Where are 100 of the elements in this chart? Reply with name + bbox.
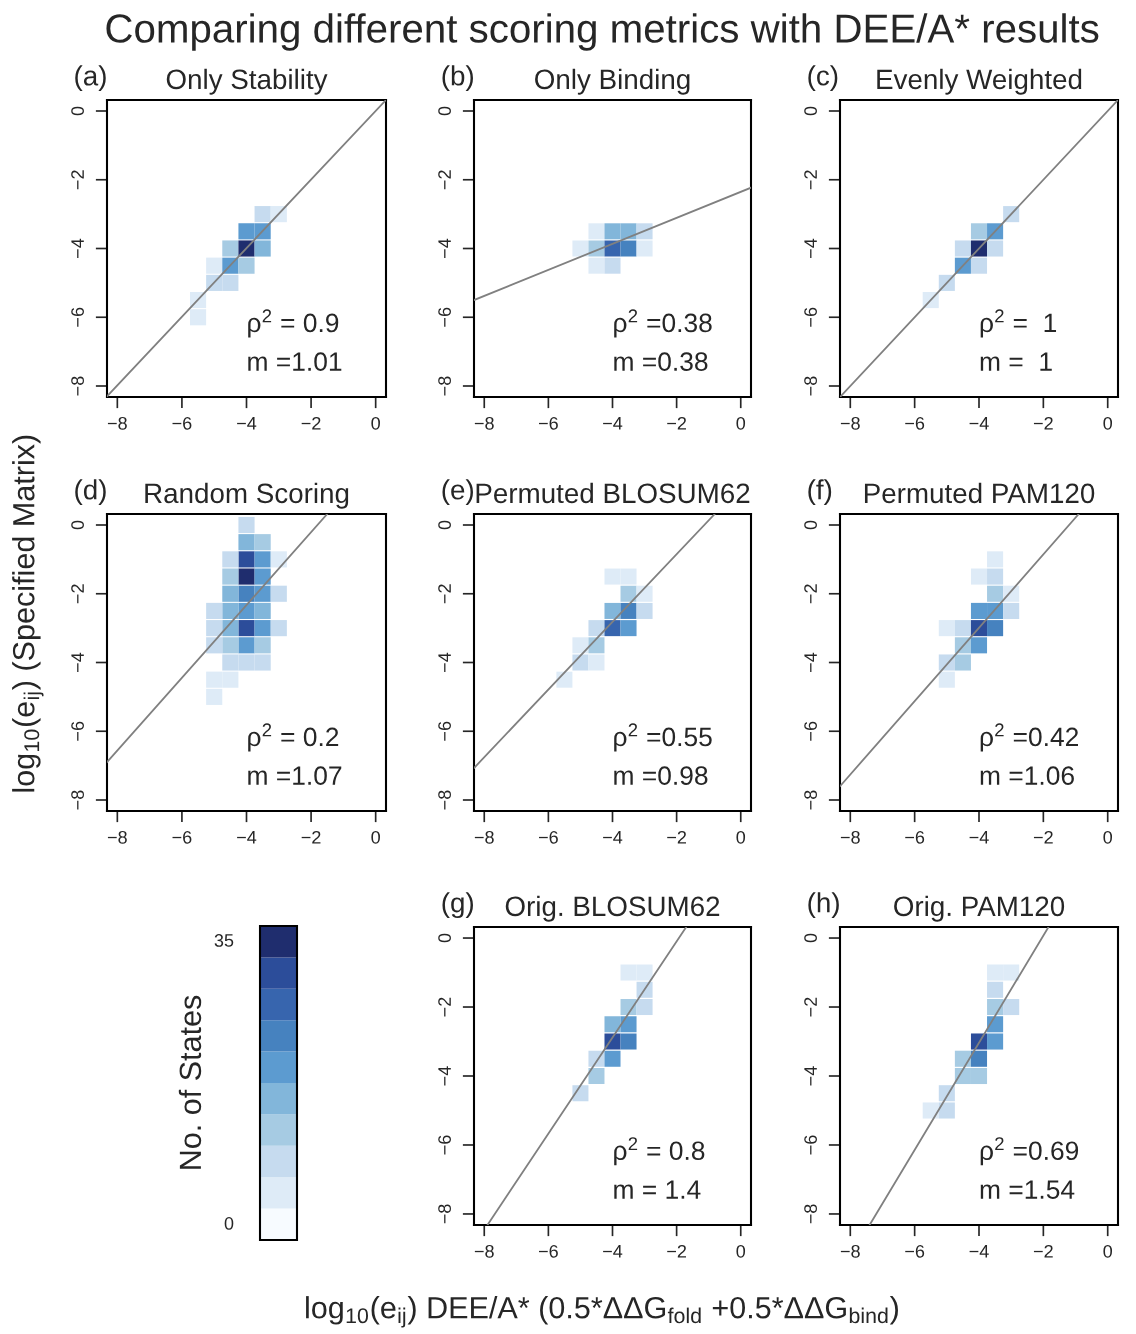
point [987,1033,1004,1050]
y-tick-label: 0 [438,933,451,943]
point [238,551,255,568]
x-tick-label: −6 [538,416,558,430]
point [620,1033,637,1050]
point [954,240,971,257]
y-tick-label: −8 [438,376,451,396]
annotation: ρ$^{2}$ = 0.9 [248,309,339,338]
y-tick-label: −8 [804,376,817,396]
y-tick-label: −2 [438,584,451,604]
text: (c) [808,65,838,92]
text: (f) [808,479,832,506]
x-tick-label: 0 [1103,1244,1113,1258]
point [254,240,271,257]
x-tick-label: 0 [736,1244,746,1258]
point [238,516,255,534]
point [588,1067,605,1085]
x-tick-label: −8 [474,416,494,430]
y-tick-label: 0 [438,106,451,116]
chart-title: Permuted PAM120 [864,482,1095,504]
x-tick-label: −2 [301,416,321,430]
point [572,654,589,671]
x-tick-label: −2 [1033,830,1053,844]
annotation: m =1.54 [980,1180,1075,1199]
y-tick-label: 0 [71,106,84,116]
point [222,602,239,620]
point [620,620,637,637]
point [987,568,1004,585]
point [222,274,239,291]
x-tick-label: −4 [237,417,257,430]
annotation: m =0.38 [614,352,708,371]
y-tick-label: −4 [438,652,451,672]
text: log$_{10}$(e$_{ij}$) DEE/A* (0.5*ΔΔG$_{fold}$ +0.5*ΔΔG$_{bind}$) [306,1296,898,1328]
x-tick-label: −6 [538,830,558,844]
y-tick-label: −4 [804,1066,817,1086]
point [987,240,1004,257]
x-tick-label: −6 [905,416,925,430]
point [189,309,207,326]
x-tick-label: −2 [667,830,687,844]
annotation: ρ$^{2}$ =0.42 [980,723,1078,752]
y-tick-label: −6 [71,721,84,741]
point [620,1016,637,1033]
y-tick-label: −6 [71,307,84,327]
point [270,585,287,602]
y-tick-label: −4 [438,238,451,258]
point [970,637,988,654]
point [970,1050,988,1067]
point [254,206,271,223]
point [604,1050,621,1067]
point [1003,964,1020,981]
y-tick-label: −6 [804,1135,817,1155]
point [572,240,589,257]
point [222,671,239,688]
point [206,620,223,637]
y-tick-label: 0 [804,933,817,943]
x-tick-label: −6 [172,830,192,844]
y-tick-label: −6 [804,721,817,741]
point [206,688,223,705]
point [636,602,653,619]
point [604,602,621,619]
point [987,981,1004,998]
point [1003,998,1020,1016]
x-tick-label: −4 [603,831,623,844]
y-tick-label: 0 [804,106,817,116]
y-tick-label: 0 [71,520,84,530]
chart-title: Random Scoring [145,482,349,509]
y-tick-label: −2 [71,584,84,604]
point [987,964,1004,981]
chart-title: Orig. PAM120 [894,895,1065,922]
x-tick-label: 0 [371,830,380,844]
text: No. of States [178,995,202,1169]
x-tick-label: −2 [1033,1244,1053,1258]
point [987,620,1004,637]
point [238,620,255,637]
annotation: m = 1.4 [614,1180,701,1199]
point [604,568,621,585]
annotation: ρ$^{2}$ =0.38 [614,309,712,338]
point [987,551,1004,568]
y-tick-label: −6 [438,307,451,327]
point [636,964,653,981]
point [954,1050,971,1067]
point [222,240,239,257]
point [922,1102,939,1119]
annotation: ρ$^{2}$ =0.55 [614,723,712,752]
point [938,620,955,637]
point [636,999,653,1016]
x-tick-label: −2 [667,1244,687,1258]
x-tick-label: −8 [474,830,494,844]
point [238,585,255,602]
x-tick-label: 0 [371,416,380,430]
point [938,1102,955,1119]
point [588,257,605,274]
point [588,654,605,671]
x-tick-label: −4 [969,831,989,844]
point [222,585,239,602]
x-tick-label: −6 [172,416,192,430]
y-tick-label: −4 [804,238,817,258]
y-tick-label: −8 [438,1204,451,1224]
point [588,620,605,637]
x-tick-label: −6 [905,830,925,844]
